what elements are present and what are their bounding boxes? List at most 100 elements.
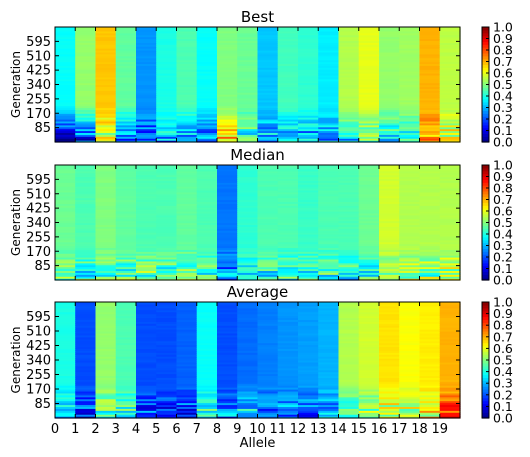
heatmap-cell <box>237 303 259 307</box>
heatmap-cell <box>298 392 319 396</box>
y-tick-label: 85 <box>34 259 51 274</box>
heatmap-cell <box>379 214 400 218</box>
heatmap-cell <box>277 392 299 396</box>
heatmap-cell <box>338 302 360 305</box>
heatmap-cell <box>55 278 76 281</box>
heatmap-cell <box>176 361 198 365</box>
heatmap-cell <box>419 88 441 91</box>
heatmap-cell <box>358 274 380 277</box>
heatmap-cell <box>379 211 400 214</box>
heatmap-cell <box>176 373 198 377</box>
heatmap-cell <box>196 243 218 247</box>
heatmap-cell <box>115 195 137 199</box>
heatmap-cell <box>115 354 137 357</box>
heatmap-cell <box>419 408 441 411</box>
heatmap-cell <box>237 103 259 107</box>
heatmap-cell <box>379 247 400 250</box>
heatmap-cell <box>196 390 218 394</box>
heatmap-cell <box>75 266 97 270</box>
heatmap-cell <box>115 270 137 273</box>
heatmap-cell <box>75 352 97 355</box>
heatmap-cell <box>298 408 319 411</box>
heatmap-cell <box>217 410 238 413</box>
heatmap-cell <box>156 255 178 258</box>
heatmap-cell <box>379 59 400 63</box>
heatmap-cell <box>95 111 117 114</box>
heatmap-cell <box>196 264 218 268</box>
heatmap-cell <box>95 184 117 187</box>
heatmap-cell <box>115 373 137 377</box>
heatmap-cell <box>196 113 218 116</box>
heatmap-cell <box>115 109 137 112</box>
heatmap-cell <box>338 251 360 254</box>
heatmap-cell <box>379 165 400 168</box>
heatmap-cell <box>379 303 400 307</box>
heatmap-cell <box>358 253 380 256</box>
heatmap-cell <box>217 78 238 82</box>
heatmap-cell <box>379 375 400 378</box>
heatmap-cell <box>75 212 97 216</box>
heatmap-cell <box>298 71 319 74</box>
heatmap-cell <box>277 369 299 373</box>
heatmap-cell <box>257 99 279 103</box>
heatmap-cell <box>439 107 461 111</box>
heatmap-cell <box>439 230 461 233</box>
heatmap-cell <box>156 220 178 224</box>
heatmap-cell <box>277 321 299 324</box>
heatmap-cell <box>237 182 259 185</box>
heatmap-cell <box>136 212 157 216</box>
heatmap-cell <box>196 373 218 377</box>
heatmap-cell <box>196 358 218 361</box>
heatmap-cell <box>95 73 117 76</box>
heatmap-cell <box>176 94 198 97</box>
heatmap-cell <box>257 260 279 264</box>
heatmap-cell <box>358 396 380 400</box>
heatmap-cell <box>176 186 198 189</box>
heatmap-cell <box>95 276 117 279</box>
heatmap-cell <box>55 211 76 214</box>
heatmap-cell <box>217 329 238 332</box>
heatmap-cell <box>318 30 340 34</box>
colorbar-segment <box>482 219 489 224</box>
heatmap-cell <box>217 96 238 99</box>
heatmap-cell <box>156 332 178 336</box>
colorbar-segment <box>482 190 489 195</box>
heatmap-cell <box>358 272 380 275</box>
heatmap-cell <box>136 197 157 201</box>
heatmap-cell <box>439 381 461 384</box>
heatmap-cell <box>237 94 259 97</box>
heatmap-cell <box>277 340 299 344</box>
heatmap-cell <box>217 113 238 116</box>
heatmap-cell <box>237 191 259 195</box>
heatmap-cell <box>358 122 380 126</box>
heatmap-cell <box>237 201 259 204</box>
heatmap-cell <box>156 209 178 212</box>
heatmap-cell <box>298 334 319 338</box>
heatmap-cell <box>136 232 157 235</box>
heatmap-cell <box>298 336 319 340</box>
colorbar-segment <box>482 365 489 370</box>
heatmap-cell <box>277 402 299 406</box>
heatmap-cell <box>176 272 198 275</box>
colorbar-tick-label: 0.6 <box>493 66 513 81</box>
colorbar-segment <box>482 239 489 244</box>
heatmap-cell <box>217 260 238 264</box>
heatmap-cell <box>338 375 360 378</box>
heatmap-cell <box>257 375 279 378</box>
colorbar-segment <box>482 336 489 341</box>
heatmap-cell <box>399 396 421 400</box>
heatmap-cell <box>318 309 340 313</box>
heatmap-cell <box>399 92 421 95</box>
heatmap-cell <box>176 184 198 187</box>
heatmap-cell <box>318 344 340 348</box>
heatmap-cell <box>196 74 218 78</box>
heatmap-cell <box>399 178 421 181</box>
heatmap-cell <box>95 119 117 122</box>
heatmap-cell <box>338 188 360 191</box>
heatmap-cell <box>75 350 97 353</box>
heatmap-cell <box>399 367 421 371</box>
heatmap-cell <box>115 303 137 307</box>
heatmap-cell <box>379 103 400 107</box>
heatmap-cell <box>55 105 76 109</box>
